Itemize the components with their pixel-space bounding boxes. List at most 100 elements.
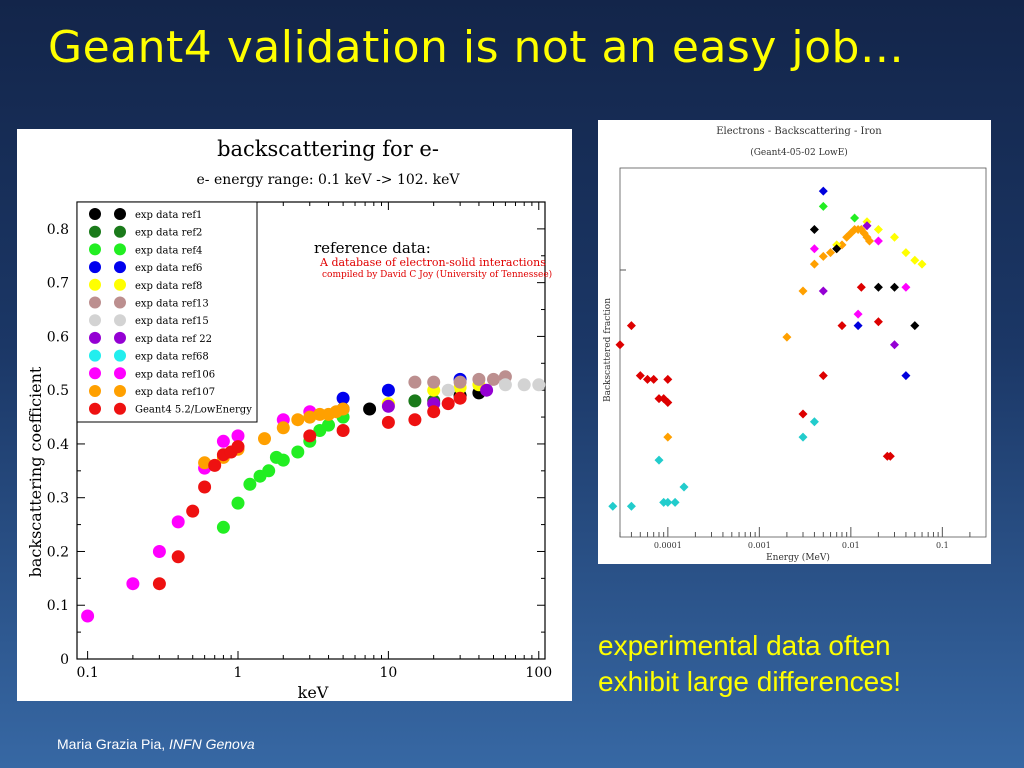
- data-point: [635, 371, 645, 381]
- legend-marker: [114, 349, 126, 362]
- data-point: [910, 321, 920, 331]
- data-point: [832, 244, 842, 254]
- data-point: [381, 415, 395, 429]
- caption: experimental data often exhibit large di…: [598, 628, 1018, 700]
- legend-marker: [114, 208, 126, 220]
- data-point: [231, 429, 245, 443]
- legend-marker: [114, 296, 126, 309]
- data-point: [427, 405, 441, 419]
- chart-title: Electrons - Backscattering - Iron: [716, 126, 882, 137]
- data-point: [186, 504, 200, 518]
- legend-label: exp data ref13: [135, 299, 209, 310]
- data-point: [441, 397, 455, 411]
- data-point: [862, 221, 872, 231]
- data-point: [826, 248, 835, 258]
- plot-frame: [619, 167, 987, 538]
- legend-label: exp data ref6: [135, 263, 202, 274]
- data-point: [670, 497, 680, 507]
- legend-marker: [114, 261, 126, 274]
- data-point: [472, 372, 486, 386]
- legend-label: exp data ref2: [135, 228, 202, 239]
- data-point: [873, 282, 883, 292]
- data-point: [303, 429, 317, 443]
- data-point: [885, 451, 895, 461]
- data-point: [408, 413, 422, 427]
- data-point: [809, 244, 819, 254]
- legend-marker: [89, 296, 101, 309]
- legend-label: exp data ref107: [135, 387, 215, 398]
- data-point: [427, 375, 441, 389]
- data-point: [663, 432, 673, 442]
- legend-marker: [114, 385, 126, 397]
- data-point: [336, 391, 350, 405]
- data-point: [853, 309, 863, 319]
- legend-marker: [89, 385, 101, 397]
- data-point: [291, 445, 305, 459]
- legend-marker: [89, 314, 101, 327]
- data-point: [336, 424, 350, 437]
- data-point: [818, 371, 828, 381]
- footer: Maria Grazia Pia, INFN Genova: [57, 736, 255, 752]
- legend-marker: [89, 278, 101, 291]
- data-point: [152, 577, 166, 591]
- data-point: [276, 453, 290, 467]
- legend-marker: [89, 367, 101, 380]
- x-tick-label: 100: [525, 665, 552, 681]
- data-point: [856, 282, 866, 292]
- y-axis-label: backscattering coefficient: [26, 366, 45, 577]
- data-point: [663, 398, 673, 407]
- caption-line-2: exhibit large differences!: [598, 666, 901, 697]
- chart-subtitle: (Geant4-05-02 LowE): [750, 147, 848, 158]
- legend-marker: [89, 225, 101, 238]
- legend-marker: [114, 402, 126, 415]
- data-point: [782, 332, 792, 342]
- data-point: [818, 251, 828, 261]
- data-point: [873, 317, 883, 327]
- data-point: [663, 497, 673, 507]
- caption-line-1: experimental data often: [598, 630, 891, 661]
- data-point: [276, 421, 290, 435]
- legend-label: exp data ref68: [135, 352, 209, 363]
- data-point: [818, 286, 828, 296]
- y-tick-label: 0.3: [47, 491, 69, 507]
- data-point: [243, 477, 257, 491]
- data-point: [453, 391, 467, 405]
- data-point: [615, 340, 625, 350]
- data-point: [532, 378, 546, 392]
- x-tick-label: 0.1: [936, 541, 949, 550]
- legend-marker: [114, 367, 126, 380]
- data-point: [659, 394, 669, 404]
- data-point: [837, 321, 847, 331]
- data-point: [890, 232, 899, 242]
- legend-label: exp data ref 22: [135, 334, 212, 345]
- data-point: [643, 374, 652, 384]
- data-point: [890, 282, 899, 292]
- legend-marker: [89, 402, 101, 415]
- x-tick-label: 0.001: [748, 541, 771, 550]
- legend-label: exp data ref1: [135, 210, 202, 221]
- legend-marker: [114, 314, 126, 327]
- x-tick-label: 0.01: [842, 541, 860, 550]
- y-tick-label: 0: [60, 652, 69, 668]
- data-point: [809, 225, 819, 234]
- data-point: [408, 375, 422, 389]
- data-point: [262, 464, 276, 478]
- legend-marker: [89, 243, 101, 256]
- y-tick-label: 0.7: [47, 276, 69, 292]
- data-point: [890, 340, 899, 350]
- data-point: [381, 399, 395, 413]
- data-point: [917, 259, 927, 269]
- data-point: [291, 413, 305, 427]
- footer-affiliation: INFN Genova: [169, 736, 255, 752]
- right-chart-panel: Electrons - Backscattering - Iron (Geant…: [598, 120, 991, 564]
- data-point: [198, 480, 212, 494]
- chart-title: backscattering for e-: [217, 137, 439, 161]
- data-point: [126, 577, 140, 591]
- x-tick-label: 0.1: [76, 665, 98, 681]
- data-point: [842, 232, 852, 242]
- data-point: [81, 609, 95, 623]
- x-axis-label: keV: [298, 683, 329, 701]
- legend-marker: [89, 331, 101, 344]
- data-point: [258, 432, 271, 446]
- data-point: [798, 286, 808, 296]
